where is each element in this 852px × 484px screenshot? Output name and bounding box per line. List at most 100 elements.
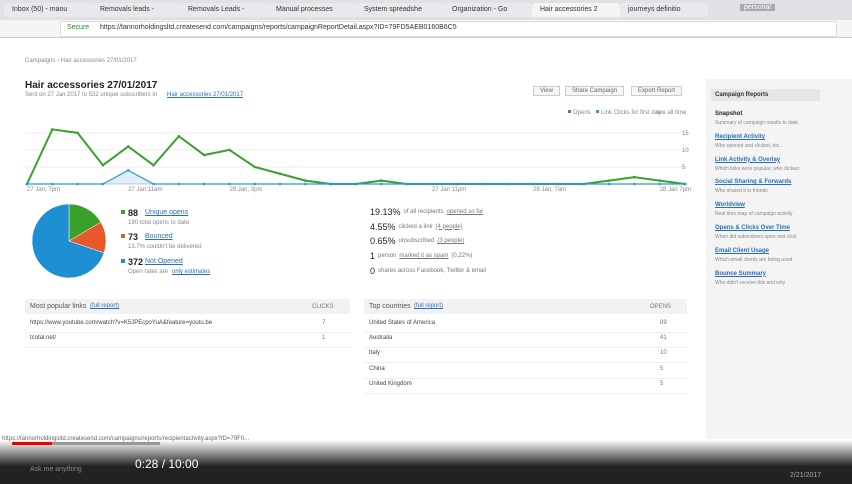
y-tick-label: 15 — [682, 131, 689, 137]
table-title: Most popular links — [30, 303, 87, 310]
tab[interactable]: Removals Leads - — [180, 3, 268, 17]
tab[interactable]: System spreadshe — [356, 3, 444, 17]
row-line — [364, 362, 687, 364]
sidebar-link[interactable]: Worldview — [715, 202, 745, 209]
sidebar-link[interactable]: Social Sharing & Forwards — [715, 179, 792, 186]
point — [304, 182, 307, 186]
point — [683, 182, 687, 186]
tab[interactable]: Hair accessories 2 — [532, 3, 620, 17]
stat-link[interactable]: Bounced — [145, 233, 173, 240]
point — [126, 145, 130, 148]
stat-link[interactable]: Unique opens — [145, 209, 189, 216]
sidebar-desc: Summary of campaign results to date. — [715, 120, 800, 126]
point — [278, 182, 282, 186]
stat-note-link[interactable]: only estimates — [172, 269, 211, 275]
omnibox[interactable] — [60, 21, 837, 37]
table-full[interactable]: (full report) — [414, 303, 444, 309]
profile[interactable]: personal — [740, 4, 775, 11]
stat-value: 1 — [370, 251, 376, 262]
sidebar-link[interactable]: Snapshot — [715, 111, 743, 117]
stat-link[interactable]: Not Opened — [145, 258, 183, 265]
row-line — [364, 347, 687, 349]
legend-dot — [121, 210, 125, 214]
cell-number: 5 — [660, 365, 664, 372]
row-line — [25, 332, 350, 333]
point — [25, 182, 29, 186]
tab[interactable]: Removals leads - — [92, 3, 180, 17]
clicks-area — [27, 170, 685, 184]
sidebar-link[interactable]: Recipient Activity — [715, 133, 766, 140]
stat-number: 88 — [128, 208, 139, 218]
legend-dot — [121, 234, 125, 238]
secure-label: Secure — [67, 24, 90, 31]
point — [253, 182, 257, 186]
point — [557, 182, 560, 186]
point — [101, 182, 105, 186]
progress[interactable] — [12, 442, 52, 445]
sidebar-desc: When did subscribers open and click — [715, 234, 797, 240]
sidebar-bg — [706, 79, 852, 439]
button[interactable]: Export Report — [631, 86, 683, 96]
cell-number: 1 — [322, 335, 326, 342]
point — [607, 182, 611, 186]
cell: United States of America — [369, 320, 436, 326]
stat-text: marked it as spam — [399, 253, 449, 260]
point — [329, 182, 332, 186]
x-tick-label: 28 Jan, 7am — [533, 187, 566, 193]
list-link[interactable]: Hair accessories 27/01/2017 — [167, 92, 244, 98]
point — [228, 182, 231, 186]
point — [202, 182, 206, 186]
url[interactable]: https://tannorholdingsltd.createsend.com… — [100, 24, 457, 31]
point — [76, 182, 79, 186]
stat-value: 0.65% — [370, 236, 396, 247]
row-line — [364, 332, 687, 333]
point — [76, 131, 79, 135]
player-bar — [0, 440, 852, 484]
point — [51, 128, 54, 131]
table-header-bg — [364, 299, 687, 314]
sidebar-link[interactable]: Link Activity & Overlay — [715, 156, 781, 163]
stat-note: Open rates are — [128, 269, 169, 275]
point — [253, 165, 257, 169]
button[interactable]: Share Campaign — [565, 86, 625, 96]
stat-value: 0 — [370, 265, 376, 276]
row-line — [25, 347, 350, 349]
date: 2/21/2017 — [790, 472, 822, 479]
button[interactable]: View — [533, 86, 560, 96]
search[interactable]: Ask me anything — [30, 466, 82, 473]
point — [354, 182, 358, 186]
point — [228, 148, 231, 152]
sidebar-link[interactable]: Email Client Usage — [715, 247, 770, 254]
sidebar-link[interactable]: Opens & Clicks Over Time — [715, 225, 790, 231]
tab[interactable]: Inbox (50) - manu — [4, 3, 92, 17]
sidebar-desc: Who opened and clicked, etc. — [715, 142, 781, 149]
cell: Australia — [369, 335, 393, 342]
point — [658, 182, 661, 186]
point — [101, 163, 105, 167]
time: 0:28 / 10:00 — [135, 457, 199, 471]
stat-text: clicked a link — [398, 223, 433, 230]
point — [607, 179, 611, 182]
sidebar-link[interactable]: Bounce Summary — [715, 270, 767, 277]
tab[interactable]: Manual processes — [268, 3, 356, 17]
tab[interactable]: journeys definitio — [620, 3, 708, 17]
sidebar-desc: Who shared it to friends — [715, 188, 768, 195]
buffer — [12, 442, 160, 445]
pie-slice — [31, 203, 105, 279]
point — [126, 169, 130, 172]
cell-number: 41 — [660, 335, 667, 342]
point — [455, 182, 459, 186]
tab[interactable]: Organization - Go — [444, 3, 532, 17]
point — [51, 182, 54, 186]
stat-number: 73 — [128, 232, 139, 242]
cell: China — [369, 365, 385, 372]
x-tick-label: 27 Jan 11am — [128, 187, 162, 193]
status-url: https://tannorholdingsltd.createsend.com… — [2, 436, 250, 442]
point — [278, 172, 282, 176]
stat-text: of all recipients — [403, 209, 444, 215]
cell-number: 7 — [322, 320, 326, 326]
table-full[interactable]: (full report) — [90, 303, 120, 309]
stat-text: unsubscribed — [398, 238, 435, 245]
